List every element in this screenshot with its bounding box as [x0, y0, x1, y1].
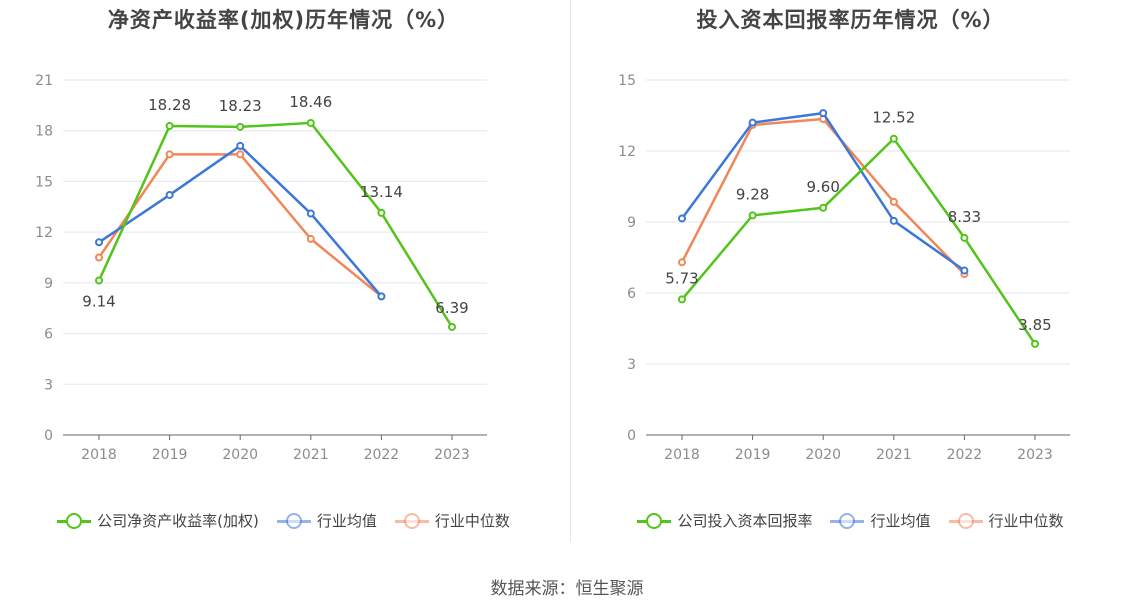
legend-swatch-icon [637, 512, 672, 529]
data-point-company [678, 295, 686, 304]
roe-chart-legend: 公司净资产收益率(加权) 行业均值 行业中位数 [0, 510, 567, 531]
legend-label: 行业均值 [316, 512, 377, 530]
legend-label: 行业中位数 [434, 512, 510, 530]
data-point-median [889, 197, 898, 206]
data-label: 9.14 [82, 292, 115, 310]
roic-chart-legend: 公司投入资本回报率 行业均值 行业中位数 [567, 510, 1134, 531]
x-tick-label: 2021 [293, 447, 329, 463]
data-point-median [678, 258, 686, 267]
roic-chart-panel: 投入资本回报率历年情况（%） 0 3 6 9 12 15 2018 2019 2020 2021 2… [567, 0, 1134, 560]
y-tick-label: 21 [35, 73, 53, 89]
legend-item-avg[interactable]: 行业均值 [276, 510, 377, 531]
data-point-avg [960, 266, 969, 275]
y-tick-label: 0 [44, 428, 53, 444]
data-point-company [236, 122, 245, 131]
legend-label: 行业均值 [870, 512, 931, 530]
data-label: 18.28 [148, 96, 191, 114]
x-tick-label: 2019 [735, 447, 771, 463]
data-point-company [819, 203, 828, 212]
data-source-footer: 数据来源：恒生聚源 [490, 579, 644, 599]
y-tick-label: 15 [35, 174, 53, 190]
data-point-company [748, 211, 757, 220]
x-tick-label: 2023 [1017, 447, 1053, 463]
y-tick-label: 3 [44, 377, 53, 393]
legend-swatch-icon [57, 512, 92, 529]
y-tick-label: 6 [44, 327, 53, 343]
x-tick-label: 2020 [222, 447, 258, 463]
data-point-median [165, 150, 174, 159]
x-tick-label: 2020 [805, 447, 841, 463]
data-point-company [377, 208, 386, 217]
series-line-avg [98, 144, 383, 298]
data-point-avg [377, 292, 386, 301]
data-label: 5.73 [665, 269, 698, 287]
y-tick-label: 12 [35, 225, 53, 241]
legend-item-median[interactable]: 行业中位数 [948, 510, 1064, 531]
series-line-median [97, 153, 383, 298]
series-line-company [681, 137, 1037, 345]
data-point-median [306, 234, 315, 243]
legend-label: 公司净资产收益率(加权) [97, 512, 259, 530]
data-point-company [1031, 339, 1039, 348]
data-point-avg [748, 118, 757, 127]
roe-chart-panel: 净资产收益率(加权)历年情况（%） 0 3 6 9 12 15 18 21 2018 2019 20… [0, 0, 567, 560]
y-tick-label: 9 [44, 276, 53, 292]
data-point-median [236, 150, 245, 159]
x-tick-label: 2021 [876, 447, 912, 463]
data-point-company [95, 276, 103, 285]
x-tick-label: 2018 [664, 447, 700, 463]
data-label: 9.60 [806, 178, 839, 196]
y-tick-label: 6 [627, 286, 636, 302]
series-line-company [97, 121, 454, 328]
data-point-avg [819, 109, 828, 118]
legend-item-company[interactable]: 公司投入资本回报率 [637, 510, 812, 531]
legend-label: 公司投入资本回报率 [677, 512, 813, 530]
y-tick-label: 15 [618, 73, 636, 89]
data-point-company [306, 118, 315, 127]
data-point-avg [165, 190, 174, 199]
data-label: 13.14 [360, 183, 403, 201]
roic-chart-title: 投入资本回报率历年情况（%） [696, 8, 1005, 32]
legend-swatch-icon [948, 512, 983, 529]
data-point-avg [306, 209, 315, 218]
y-tick-label: 3 [627, 357, 636, 373]
data-point-avg [95, 238, 103, 247]
y-tick-label: 12 [618, 144, 636, 160]
data-label: 18.23 [219, 97, 262, 115]
data-label: 6.39 [435, 299, 468, 317]
data-point-company [889, 134, 898, 143]
legend-item-company[interactable]: 公司净资产收益率(加权) [57, 510, 259, 531]
legend-item-median[interactable]: 行业中位数 [394, 510, 510, 531]
y-tick-label: 9 [627, 215, 636, 231]
legend-swatch-icon [394, 512, 429, 529]
data-label: 12.52 [872, 109, 915, 127]
legend-item-avg[interactable]: 行业均值 [830, 510, 931, 531]
data-point-avg [678, 214, 686, 223]
data-label: 9.28 [736, 185, 769, 203]
roe-chart-title: 净资产收益率(加权)历年情况（%） [107, 8, 460, 32]
data-point-avg [889, 216, 898, 225]
legend-swatch-icon [276, 512, 311, 529]
data-label: 3.85 [1018, 316, 1051, 334]
x-tick-label: 2023 [434, 447, 470, 463]
data-point-avg [236, 141, 245, 150]
x-tick-label: 2018 [81, 447, 117, 463]
data-label: 18.46 [289, 93, 332, 111]
data-point-company [448, 322, 456, 331]
y-tick-label: 18 [35, 124, 53, 140]
x-tick-label: 2019 [152, 447, 188, 463]
legend-label: 行业中位数 [988, 512, 1064, 530]
data-point-company [165, 121, 174, 130]
panel-divider [570, 0, 571, 542]
roic-chart-plot: 0 3 6 9 12 15 2018 2019 2020 2021 2022 2023 5.73 9.28… [618, 73, 1070, 463]
y-tick-label: 0 [627, 428, 636, 444]
roe-chart-plot: 0 3 6 9 12 15 18 21 2018 2019 2020 2021 2022 2023 9.14… [35, 73, 487, 463]
legend-swatch-icon [830, 512, 865, 529]
data-label: 8.33 [948, 208, 981, 226]
data-point-median [95, 253, 103, 262]
data-point-company [960, 233, 969, 242]
x-tick-label: 2022 [947, 447, 983, 463]
x-tick-label: 2022 [364, 447, 400, 463]
